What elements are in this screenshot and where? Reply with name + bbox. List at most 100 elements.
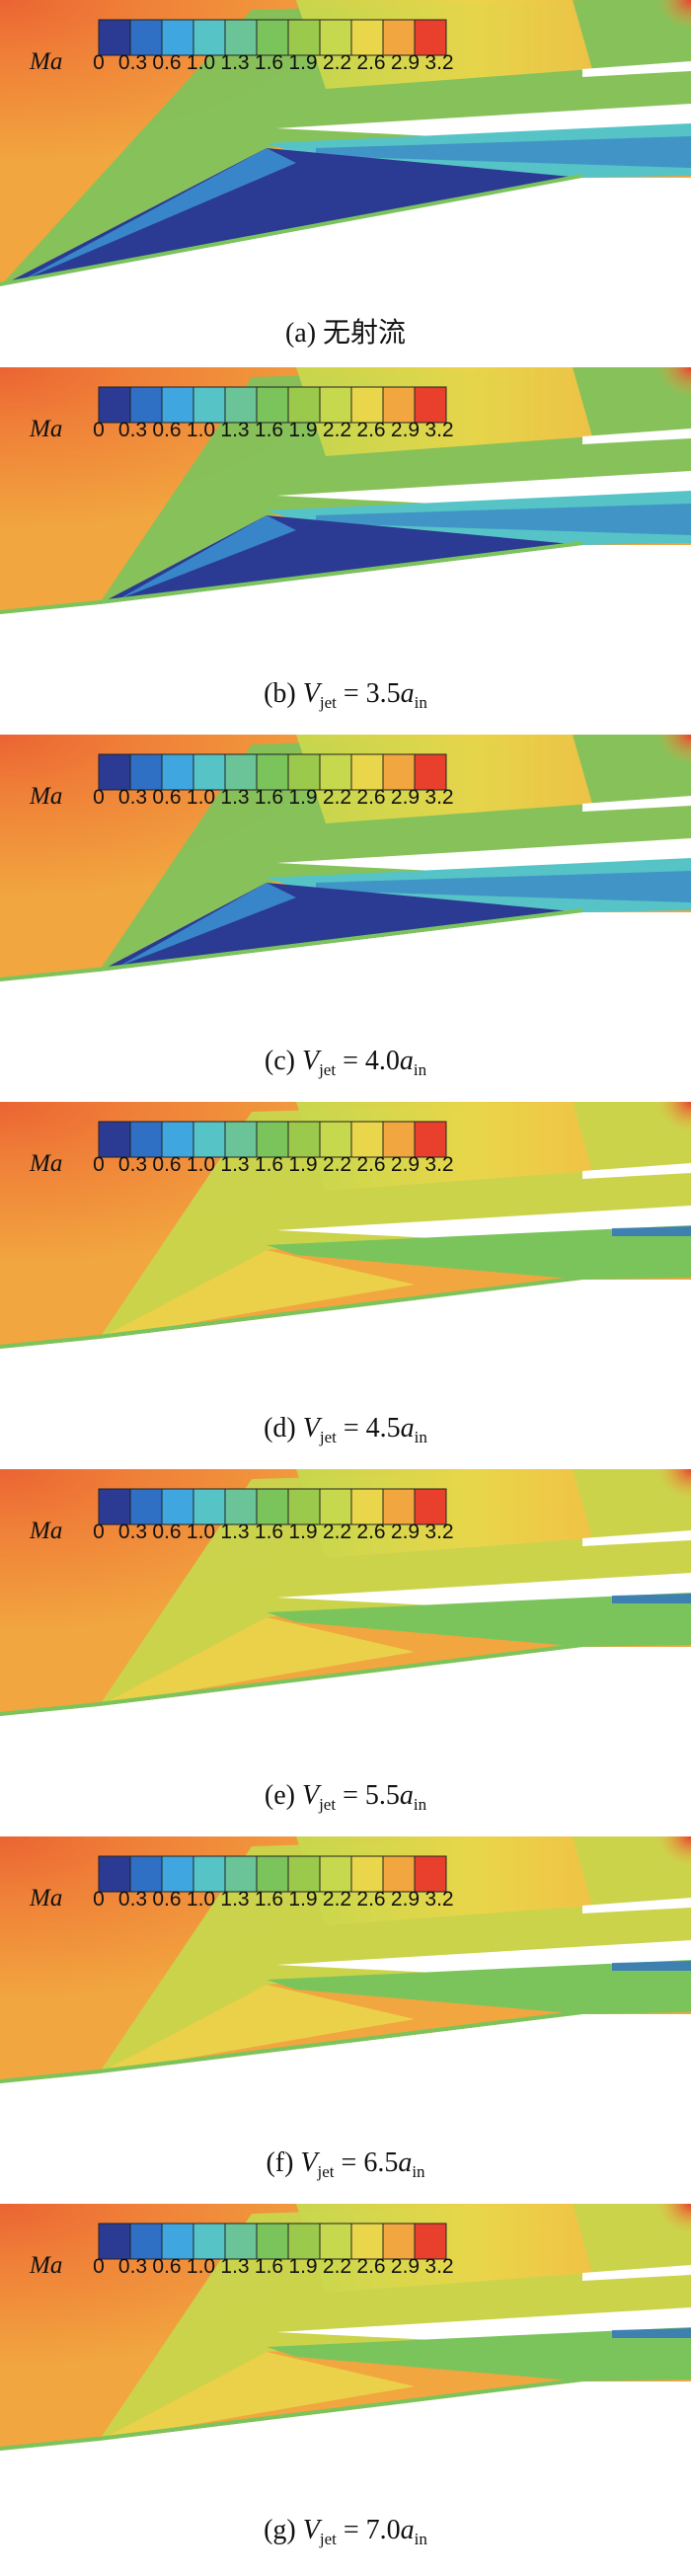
colorbar-tick-label: 2.6 [356,2255,385,2278]
caption-letter: (a) [284,318,324,349]
colorbar-swatch [350,2223,384,2260]
mach-contour-plot: Ma 0 0.3 0.6 1.0 1.3 1.6 1.9 2.2 2.6 2.9 3.2 [0,2204,691,2500]
colorbar-swatch [319,2223,352,2260]
colorbar-swatch [319,753,352,791]
colorbar-tick-label: 1.6 [255,419,283,441]
caption-v: V [302,678,320,709]
caption-v-sub: jet [319,1060,337,1079]
colorbar-label: Ma [29,1518,62,1544]
colorbar-tick-label: 1.6 [255,786,283,809]
colorbar-swatch [287,1855,321,1893]
colorbar [98,2223,447,2260]
colorbar-tick-label: 3.2 [424,419,453,441]
colorbar-tick-label: 2.9 [391,2255,420,2278]
caption-a: a [399,1780,414,1811]
colorbar-swatch [129,1121,163,1158]
caption-a: a [400,678,415,709]
colorbar-swatch [192,2223,226,2260]
mach-contour-plot: Ma 0 0.3 0.6 1.0 1.3 1.6 1.9 2.2 2.6 2.9 3.2 [0,1836,691,2133]
panel-g: Ma 0 0.3 0.6 1.0 1.3 1.6 1.9 2.2 2.6 2.9 3.2 (g) Vje… [0,2204,691,2571]
colorbar-tick-label: 2.2 [323,1521,351,1543]
colorbar-tick-label: 1.9 [288,1521,317,1543]
caption-a-sub: in [414,2530,427,2548]
colorbar-tick-label: 2.9 [391,51,420,74]
colorbar-swatch [319,1488,352,1525]
colorbar-tick-label: 0.6 [152,51,181,74]
colorbar-tick-label: 2.2 [323,1153,351,1176]
mach-contour-svg: Ma 0 0.3 0.6 1.0 1.3 1.6 1.9 2.2 2.6 2.9 3.2 [0,0,691,296]
colorbar-swatch [319,1855,352,1893]
colorbar-tick-label: 1.9 [288,786,317,809]
caption-letter: (d) [264,1413,303,1444]
colorbar-swatch [319,386,352,424]
colorbar-tick-label: 1.3 [220,2255,249,2278]
colorbar-swatch [224,1855,258,1893]
colorbar-tick-label: 2.6 [356,419,385,441]
colorbar-swatch [192,386,226,424]
colorbar-tick-label: 1.6 [255,1888,283,1911]
colorbar-swatch [414,1121,447,1158]
colorbar-swatch [256,1855,289,1893]
colorbar-swatch [350,19,384,56]
colorbar-tick-label: 0 [93,1153,105,1176]
panel-caption: (c) Vjet = 4.0ain [0,1046,691,1080]
caption-v-sub: jet [319,1428,337,1446]
colorbar-tick-label: 2.6 [356,1521,385,1543]
colorbar-tick-label: 0.6 [152,786,181,809]
colorbar-label: Ma [29,416,62,442]
colorbar-tick-label: 0 [93,51,105,74]
colorbar-swatch [256,753,289,791]
colorbar-tick-label: 2.9 [391,786,420,809]
colorbar-tick-label: 1.9 [288,1888,317,1911]
colorbar-label: Ma [29,48,62,75]
colorbar-swatch [287,19,321,56]
caption-v: V [301,1046,320,1076]
colorbar-tick-label: 1.6 [255,51,283,74]
colorbar-tick-label: 3.2 [424,1888,453,1911]
colorbar-swatch [382,19,416,56]
caption-v-sub: jet [317,2162,335,2181]
colorbar-swatch [287,2223,321,2260]
colorbar-swatch [287,386,321,424]
caption-a-sub: in [413,1795,427,1814]
caption-value: = 4.5 [336,1413,401,1444]
panel-f: Ma 0 0.3 0.6 1.0 1.3 1.6 1.9 2.2 2.6 2.9 3.2 (f) Vje… [0,1836,691,2204]
caption-v: V [300,2147,318,2178]
colorbar-tick-label: 0.3 [118,51,147,74]
colorbar-swatch [98,753,131,791]
colorbar [98,753,447,791]
caption-a: a [399,1046,414,1076]
caption-letter: (f) [266,2147,301,2178]
colorbar-tick-label: 1.0 [187,51,215,74]
colorbar-swatch [161,19,194,56]
colorbar-label: Ma [29,1885,62,1912]
colorbar-tick-label: 2.2 [323,419,351,441]
colorbar-tick-label: 0.3 [118,2255,147,2278]
colorbar-tick-label: 3.2 [424,51,453,74]
colorbar-tick-label: 1.9 [288,1153,317,1176]
caption-value: = 6.5 [334,2147,399,2178]
colorbar-swatch [161,1121,194,1158]
colorbar-tick-label: 3.2 [424,1153,453,1176]
caption-v: V [302,2515,320,2545]
colorbar-swatch [256,2223,289,2260]
colorbar [98,386,447,424]
colorbar-swatch [161,1855,194,1893]
caption-v-sub: jet [319,693,337,712]
caption-text: 无射流 [323,318,407,349]
caption-a: a [400,1413,415,1444]
colorbar-tick-label: 0.6 [152,1521,181,1543]
colorbar-tick-label: 3.2 [424,2255,453,2278]
colorbar-tick-label: 2.2 [323,1888,351,1911]
colorbar-swatch [414,753,447,791]
colorbar-swatch [382,1488,416,1525]
colorbar-tick-label: 1.3 [220,419,249,441]
colorbar-swatch [161,2223,194,2260]
colorbar-swatch [382,1121,416,1158]
colorbar-swatch [224,19,258,56]
colorbar-swatch [382,1855,416,1893]
colorbar-swatch [382,2223,416,2260]
colorbar-tick-label: 2.6 [356,51,385,74]
colorbar-label: Ma [29,783,62,810]
colorbar-swatch [350,753,384,791]
